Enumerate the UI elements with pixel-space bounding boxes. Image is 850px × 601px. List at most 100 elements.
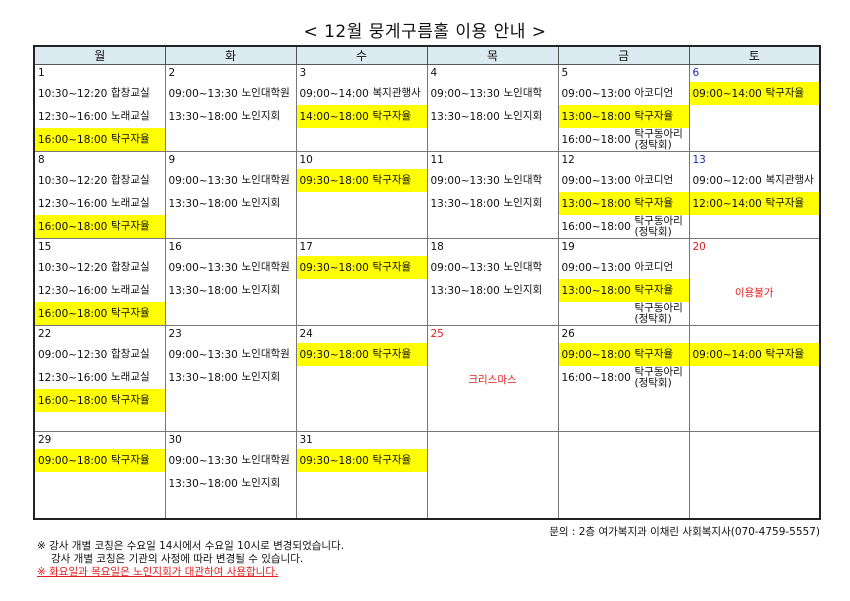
entry-program: 탁구동아리 [634, 127, 683, 140]
schedule-entry: 09:00~13:30 노인대학원 [166, 256, 296, 279]
entry-program: 노인대학원 [241, 261, 290, 273]
schedule-entry: 13:30~18:00 노인지회 [428, 192, 558, 215]
entry-name: 노인지회 [242, 111, 281, 122]
entry-name: 노래교실 [111, 285, 150, 296]
entry-program: 노인지회 [241, 110, 281, 122]
day-number: 16 [168, 241, 182, 253]
entry-name: 탁구자율 [111, 455, 150, 466]
entry-program: 노인대학 [503, 261, 543, 273]
schedule-entry: 09:00~13:30 노인대학 [428, 256, 558, 279]
entry-name: 탁구자율 [635, 111, 674, 122]
schedule-entry: 13:30~18:00 노인지회 [166, 366, 296, 389]
entry-program: 탁구자율 [634, 110, 674, 122]
entry-name: 탁구자율 [373, 175, 412, 186]
entry-time: 13:30~18:00 [168, 371, 238, 384]
schedule-entry: 16:00~18:00 탁구자율 [35, 389, 165, 412]
entry-time: 13:00~18:00 [561, 284, 631, 297]
schedule-entry: 09:00~13:30 노인대학원 [166, 343, 296, 366]
entry-time: 09:00~13:30 [168, 348, 238, 361]
entry-program: 탁구자율 [111, 394, 150, 406]
day-cell: 24 09:30~18:00 탁구자율 [295, 325, 428, 432]
day-number: 26 [561, 328, 575, 340]
entry-time: 13:30~18:00 [168, 197, 238, 210]
day-number: 9 [168, 154, 176, 166]
entry-name: 노인지회 [242, 372, 281, 383]
entry-time: 09:00~14:00 [692, 87, 762, 100]
entry-program: 합창교실 [111, 174, 150, 186]
day-number: 15 [38, 241, 52, 253]
entry-time: 09:00~13:30 [168, 174, 238, 187]
entry-name: 노인대학원 [242, 175, 290, 186]
day-number: 23 [168, 328, 182, 340]
schedule-entry: 09:00~12:00 복지관행사 [690, 169, 820, 192]
entry-name: 탁구자율 [111, 134, 150, 145]
day-number: 18 [430, 241, 444, 253]
entry-time: 10:30~12:20 [38, 261, 108, 274]
entry-name: 탁구자율 [373, 455, 412, 466]
entry-program: 탁구자율 [634, 197, 674, 209]
entry-time: 09:00~12:00 [692, 174, 762, 187]
entry-program: 아코디언 [634, 87, 674, 99]
entry-name: 탁구동아리 (정탁회) [635, 215, 683, 238]
weekday-header: 화 [164, 45, 297, 65]
contact-info: 문의 : 2층 여가복지과 이채린 사회복지사(070-4759-5557) [549, 526, 820, 538]
schedule-entry: 16:00~18:00 탁구동아리 (정탁회) [559, 215, 689, 238]
entry-name: 탁구자율 [766, 88, 805, 99]
entry-name: 합창교실 [111, 349, 150, 360]
schedule-entry: 13:00~18:00 탁구자율 [558, 105, 689, 128]
entry-time: 09:00~18:00 [561, 348, 631, 361]
day-number: 25 [430, 328, 444, 340]
schedule-entry: 16:00~18:00 탁구동아리 (정탁회) [559, 366, 689, 389]
entry-name: 탁구자율 [635, 285, 674, 296]
schedule-entry: 09:00~13:00 아코디언 [559, 256, 689, 279]
schedule-entry: 09:00~14:00 탁구자율 [689, 343, 819, 366]
entry-program: 노래교실 [111, 371, 150, 383]
entry-program: 합창교실 [111, 348, 150, 360]
week-row: 15 10:30~12:20 합창교실 12:30~16:00 노래교실 16:00~18… [33, 238, 821, 326]
schedule-entry: 12:30~16:00 노래교실 [35, 366, 165, 389]
day-cell: 17 09:30~18:00 탁구자율 [295, 238, 428, 326]
entry-time: 09:30~18:00 [299, 261, 369, 274]
schedule-entry: 09:00~13:00 아코디언 [559, 82, 689, 105]
day-cell: 11 09:00~13:30 노인대학 13:30~18:00 노인지회 [426, 151, 559, 239]
entry-program: 복지관행사 [765, 174, 814, 186]
day-number: 11 [430, 154, 444, 166]
entry-time: 12:30~16:00 [38, 371, 108, 384]
entry-name: 노인지회 [242, 198, 281, 209]
day-cell: 6 09:00~14:00 탁구자율 [688, 64, 821, 152]
entry-name: 노인대학 [504, 262, 543, 273]
schedule-entry: 16:00~18:00 탁구동아리 (정탁회) [559, 128, 689, 151]
day-cell: 31 09:30~18:00 탁구자율 [295, 431, 428, 520]
entry-program: 노인대학원 [241, 174, 290, 186]
entry-time: 10:30~12:20 [38, 87, 108, 100]
entry-program-sub: (정탁회) [634, 138, 672, 151]
entry-time: 12:30~16:00 [38, 110, 108, 123]
entry-name: 합창교실 [111, 262, 150, 273]
entry-name: 노인대학원 [242, 88, 290, 99]
schedule-entry: 10:30~12:20 합창교실 [35, 169, 165, 192]
entry-name: 탁구동아리 (정탁회) [634, 127, 683, 151]
entry-name: 아코디언 [635, 88, 674, 99]
entry-program: 노인지회 [241, 284, 281, 296]
day-cell: 1 10:30~12:20 합창교실 12:30~16:00 노래교실 16:00~18:… [33, 64, 166, 152]
entry-program: 복지관행사 [372, 87, 421, 99]
schedule-entry: 09:00~18:00 탁구자율 [558, 343, 689, 366]
entry-time: 09:00~13:00 [561, 261, 631, 274]
schedule-entry: 09:00~12:30 합창교실 [35, 343, 165, 366]
week-row: 29 09:00~18:00 탁구자율 30 09:00~13:30 노인대학원 13:30… [33, 431, 821, 520]
entry-time: 09:30~18:00 [299, 174, 369, 187]
day-cell: 9 09:00~13:30 노인대학원 13:30~18:00 노인지회 [164, 151, 297, 239]
entry-time: 09:00~14:00 [692, 348, 762, 361]
day-cell [557, 431, 690, 520]
schedule-entry: 13:30~18:00 노인지회 [166, 192, 296, 215]
schedule-entry: 13:30~18:00 노인지회 [166, 279, 296, 302]
schedule-entry: 16:00~18:00 탁구자율 [35, 215, 165, 238]
entry-time: 09:00~18:00 [38, 454, 108, 467]
entry-name: 탁구자율 [111, 308, 150, 319]
entry-time: 09:00~13:30 [430, 87, 500, 100]
day-cell: 26 09:00~18:00 탁구자율 16:00~18:00 탁구동아리 (정탁회) [557, 325, 690, 432]
day-cell: 4 09:00~13:30 노인대학 13:30~18:00 노인지회 [426, 64, 559, 152]
entry-program: 탁구자율 [111, 220, 150, 232]
schedule-entry: 12:30~16:00 노래교실 [35, 105, 165, 128]
day-cell: 18 09:00~13:30 노인대학 13:30~18:00 노인지회 [426, 238, 559, 326]
